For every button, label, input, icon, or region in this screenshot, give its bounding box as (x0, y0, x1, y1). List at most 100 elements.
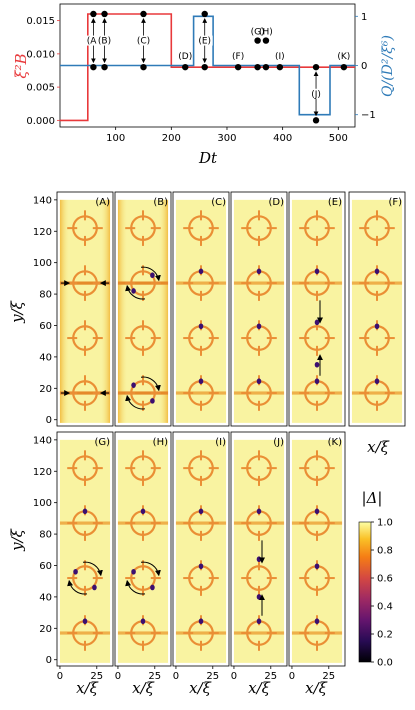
x-tick-label: 400 (273, 133, 292, 144)
annotation-dot (276, 63, 284, 71)
junction-line (351, 281, 403, 285)
annotation-dot (101, 63, 108, 71)
colorbar: |Δ| 0.0 0.2 0.4 0.6 0.8 1.0 (358, 489, 393, 669)
y-tick-label: 60 (39, 561, 52, 572)
panel-label: (C) (211, 197, 226, 208)
y-tick-label: 40 (39, 352, 52, 363)
annotation-j: (J) (308, 63, 325, 124)
junction-line (291, 391, 343, 395)
vortex-dot (198, 563, 204, 570)
vortex-dot (131, 382, 136, 388)
x-axis-label-col2: x/ξ (132, 679, 155, 697)
annotation-dot (201, 63, 208, 71)
annotation-dot (140, 63, 147, 71)
vortex-dot (374, 268, 380, 275)
panel-field (351, 199, 403, 423)
panel-j: (J) 0 25 (230, 431, 288, 682)
panel-b: (B) (114, 191, 172, 427)
panel-frame (56, 431, 114, 667)
x-tick-label: 500 (329, 133, 348, 144)
panel-edge-right (159, 199, 169, 423)
vortex-dot (256, 378, 262, 385)
panel-frame (114, 431, 172, 667)
y-tick-label: 140 (33, 435, 52, 446)
annotation-label: (D) (178, 52, 192, 62)
x-axis-label-col1: x/ξ (76, 679, 99, 697)
junction-line (117, 281, 169, 285)
x-tick-label: 200 (162, 133, 181, 144)
y-tick-label: 0 (46, 655, 52, 666)
colorbar-tick-label: 0.8 (377, 546, 393, 557)
y-tick-label: 20 (39, 384, 52, 395)
annotation-dot (90, 63, 97, 71)
x-tick-label: 0 (231, 671, 237, 682)
colorbar-label: |Δ| (362, 489, 383, 507)
y-right-tick-label: 1 (361, 12, 367, 23)
junction-line (117, 631, 169, 635)
panel-label: (J) (273, 437, 284, 448)
panel-label: (D) (268, 197, 284, 208)
vortex-dot (131, 568, 136, 575)
y-tick-label: 100 (33, 498, 52, 509)
y-axis-left-label: ξ²B (12, 53, 30, 78)
annotation-dot (140, 10, 147, 18)
vortex-dot (198, 618, 204, 625)
chart-marks: (A)(B) (C) (D) (E) (F) (G)(H) (I) (J) (K) (60, 10, 355, 124)
line-chart: (A)(B) (C) (D) (E) (F) (G)(H) (I) (J) (K) 100 200… (12, 3, 396, 167)
annotation-label: (H) (259, 28, 273, 38)
annotation-dot (182, 63, 189, 71)
axis-ticks: 100 200 300 400 500 0.000 0.005 0.010 0.015 −1 0 1 (26, 12, 375, 144)
y-tick-label: 40 (39, 592, 52, 603)
annotation-label: (F) (232, 52, 244, 62)
vortex-dot (314, 361, 320, 368)
annotation-dot (101, 10, 108, 18)
x-tick-label: 25 (206, 671, 219, 682)
colorbar-tick-label: 0.2 (377, 630, 393, 641)
y-tick-label: 120 (33, 227, 52, 238)
panel-label: (E) (328, 197, 342, 208)
panel-edge-right (101, 199, 111, 423)
rotation-arrow (125, 284, 146, 300)
panel-frame (230, 191, 288, 427)
annotation-label-bg (96, 35, 113, 46)
junction-line (175, 391, 227, 395)
panel-g: (G) 0 25 (56, 431, 114, 682)
annotation-d: (D) (178, 52, 192, 71)
panel-field (175, 199, 227, 423)
rotation-arrow (125, 394, 146, 410)
junction-line (291, 631, 343, 635)
y-left-tick-label: 0.010 (26, 49, 55, 60)
annotation-h: (H) (259, 28, 273, 71)
x-tick-label: 0 (115, 671, 121, 682)
vortex-dot (314, 268, 320, 275)
x-axis-label-col4: x/ξ (248, 679, 271, 697)
y-tick-label: 100 (33, 258, 52, 269)
junction-line (175, 521, 227, 525)
heatmap-grid: 0 20 40 60 80 100 120 140 (A) (B) (C) (D) (E) (F) 0 20 4… (33, 191, 406, 682)
y-left-tick-label: 0.000 (26, 116, 55, 127)
rotation-arrow (140, 561, 161, 577)
annotation-label-bg (135, 35, 152, 46)
junction-line (351, 391, 403, 395)
x-axis-label-col6: x/ξ (367, 438, 390, 456)
y-axis-label-row2: y/ξ (8, 528, 26, 552)
junction-line (175, 281, 227, 285)
panel-e: (E) (288, 191, 346, 427)
annotation-a: (A) (85, 10, 102, 71)
panel-field (175, 439, 227, 663)
x-tick-label: 25 (90, 671, 103, 682)
x-tick-label: 0 (173, 671, 179, 682)
y-tick-label: 80 (39, 530, 52, 541)
vortex-dot (73, 568, 78, 575)
panel-d: (D) (230, 191, 288, 427)
panel-field (233, 199, 285, 423)
annotation-e: (E) (196, 10, 213, 71)
vortex-dot (198, 508, 204, 515)
annotation-label-bg (308, 88, 325, 99)
panel-c: (C) (172, 191, 230, 427)
annotation-f: (F) (232, 52, 244, 71)
junction-line (59, 521, 111, 525)
junction-line (233, 521, 285, 525)
panel-k: (K) 0 25 (288, 431, 346, 682)
